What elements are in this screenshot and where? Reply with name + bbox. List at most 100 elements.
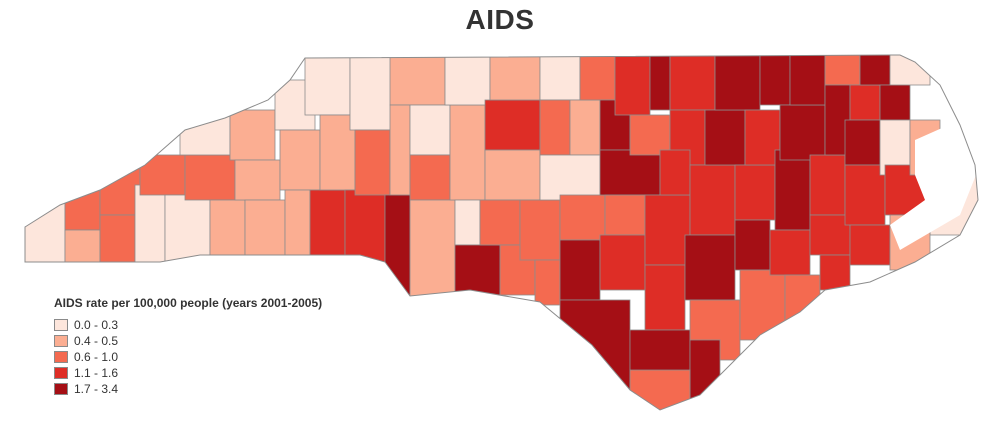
county: [229, 109, 276, 161]
county: [454, 244, 501, 296]
county: [649, 55, 671, 111]
county: [489, 55, 541, 101]
county: [769, 229, 811, 276]
county: [99, 164, 141, 216]
county: [234, 159, 281, 201]
county: [389, 104, 411, 196]
legend-label: 0.6 - 1.0: [74, 350, 119, 364]
county: [484, 99, 541, 151]
county: [659, 149, 691, 196]
county: [449, 104, 486, 201]
county: [244, 199, 286, 263]
county: [684, 234, 736, 301]
county: [629, 369, 691, 410]
county: [779, 104, 826, 161]
legend-swatch: [54, 319, 68, 331]
county: [689, 164, 736, 236]
county: [344, 189, 386, 263]
legend-swatch: [54, 367, 68, 379]
county: [409, 104, 451, 156]
county: [539, 99, 571, 156]
county: [454, 199, 481, 246]
county: [744, 109, 781, 166]
county: [789, 55, 826, 106]
legend-item: 0.4 - 0.5: [54, 333, 322, 349]
county: [844, 164, 886, 226]
county: [759, 55, 791, 106]
map-title: AIDS: [465, 4, 535, 35]
legend-label: 0.4 - 0.5: [74, 334, 119, 348]
county: [809, 154, 846, 216]
county: [604, 194, 646, 236]
legend-label: 1.7 - 3.4: [74, 382, 119, 396]
county: [599, 234, 646, 291]
county: [849, 224, 891, 266]
county: [739, 269, 786, 341]
county: [559, 299, 631, 391]
county: [304, 55, 351, 116]
county: [64, 179, 101, 231]
map-legend: AIDS rate per 100,000 people (years 2001…: [54, 296, 322, 397]
legend-item: 0.0 - 0.3: [54, 317, 322, 333]
county: [279, 129, 321, 191]
county: [579, 55, 616, 101]
county: [819, 254, 851, 291]
county: [184, 154, 236, 201]
county: [349, 55, 396, 131]
county: [714, 55, 761, 111]
county: [179, 109, 231, 156]
county: [479, 199, 521, 246]
county: [319, 114, 356, 191]
state-outline: [24, 54, 979, 411]
county: [784, 274, 821, 336]
county: [824, 55, 861, 86]
legend-item: 0.6 - 1.0: [54, 349, 322, 365]
county: [734, 164, 776, 221]
county: [164, 194, 211, 263]
county: [539, 154, 601, 201]
county: [644, 194, 691, 266]
legend-title: AIDS rate per 100,000 people (years 2001…: [54, 296, 323, 310]
county: [689, 339, 721, 410]
county: [309, 189, 346, 263]
county: [629, 114, 671, 156]
county: [844, 119, 881, 166]
county: [559, 194, 606, 241]
county: [569, 99, 601, 156]
legend-swatch: [54, 383, 68, 395]
county: [284, 189, 311, 263]
county: [409, 154, 451, 201]
county: [704, 109, 746, 166]
county: [614, 55, 651, 116]
county: [849, 84, 881, 121]
legend-item: 1.7 - 3.4: [54, 381, 322, 397]
legend-item: 1.1 - 1.6: [54, 365, 322, 381]
county: [539, 55, 581, 101]
county: [389, 55, 446, 106]
legend-label: 1.1 - 1.6: [74, 366, 119, 380]
county: [444, 55, 491, 106]
county: [409, 199, 456, 297]
county: [599, 149, 661, 196]
legend-swatch: [54, 351, 68, 363]
county: [534, 259, 561, 306]
county: [879, 84, 911, 121]
county: [519, 199, 561, 261]
pamlico-sound: [890, 120, 978, 250]
county: [559, 239, 601, 301]
legend-swatch: [54, 335, 68, 347]
county: [669, 55, 716, 111]
county: [774, 149, 811, 231]
county: [734, 219, 771, 271]
county: [64, 229, 101, 263]
legend-label: 0.0 - 0.3: [74, 318, 119, 332]
county: [644, 264, 686, 331]
county: [25, 179, 66, 263]
county: [384, 194, 411, 296]
county: [99, 214, 136, 263]
county: [354, 129, 391, 196]
county: [859, 55, 891, 86]
county: [484, 149, 541, 201]
county: [139, 154, 186, 196]
